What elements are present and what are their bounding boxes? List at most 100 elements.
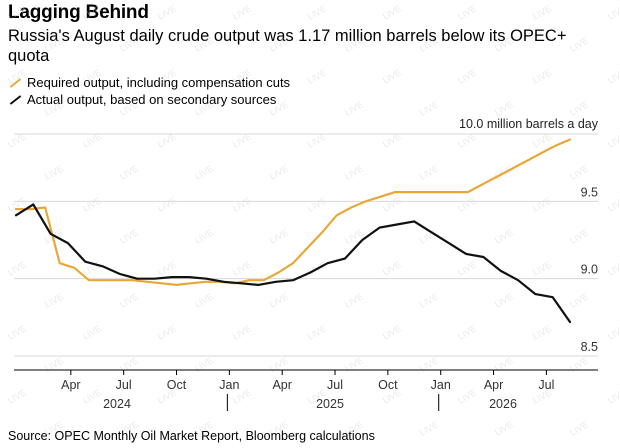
x-tick-label: Oct (378, 378, 398, 392)
watermark-text: LIVE (493, 355, 515, 373)
watermark-text: LIVE (268, 163, 290, 181)
watermark-text: LIVE (118, 227, 140, 245)
watermark-text: LIVE (568, 35, 590, 53)
x-tick-label: Jul (116, 378, 132, 392)
watermark-text: LIVE (568, 355, 590, 373)
watermark-text: LIVE (418, 291, 440, 309)
watermark-text: LIVE (306, 323, 328, 341)
x-tick-label: Jan (431, 378, 451, 392)
watermark-text: LIVE (231, 259, 253, 277)
x-tick-label: Oct (167, 378, 187, 392)
watermark-text: LIVE (568, 227, 590, 245)
watermark-text: LIVE (306, 3, 328, 21)
x-tick-label: Apr (272, 378, 291, 392)
watermark-text: LIVE (118, 35, 140, 53)
watermark-text: LIVE (531, 195, 553, 213)
watermark-text: LIVE (493, 291, 515, 309)
watermark-text: LIVE (268, 99, 290, 117)
watermark-text: LIVE (381, 3, 403, 21)
watermark-text: LIVE (81, 3, 103, 21)
x-tick-label: Apr (484, 378, 503, 392)
watermark-text: LIVE (268, 355, 290, 373)
legend: Required output, including compensation … (8, 74, 290, 108)
watermark-text: LIVE (343, 163, 365, 181)
watermark-text: LIVE (193, 35, 215, 53)
watermark-text: LIVE (606, 323, 620, 341)
watermark-text: LIVE (231, 3, 253, 21)
series-line-actual (14, 203, 572, 324)
watermark-text: LIVE (343, 99, 365, 117)
watermark-text: LIVE (43, 291, 65, 309)
watermark-text: LIVE (193, 99, 215, 117)
watermark-text: LIVE (381, 259, 403, 277)
watermark-text: LIVE (531, 323, 553, 341)
watermark-text: LIVE (306, 67, 328, 85)
watermark-text: LIVE (193, 227, 215, 245)
watermark-text: LIVE (456, 323, 478, 341)
watermark-text: LIVE (43, 35, 65, 53)
x-tick-label: Jul (327, 378, 343, 392)
watermark-text: LIVE (306, 195, 328, 213)
watermark-text: LIVE (418, 99, 440, 117)
watermark-text: LIVE (268, 291, 290, 309)
y-tick-label: 9.0 (581, 263, 598, 277)
watermark-text: LIVE (6, 259, 28, 277)
watermark-text: LIVE (456, 387, 478, 405)
watermark-text: LIVE (568, 291, 590, 309)
watermark-text: LIVE (418, 419, 440, 437)
watermark-text: LIVE (418, 35, 440, 53)
watermark-text: LIVE (156, 259, 178, 277)
watermark-text: LIVE (193, 291, 215, 309)
watermark-text: LIVE (531, 259, 553, 277)
x-year-label: 2024 (103, 397, 131, 411)
watermark-text: LIVE (81, 67, 103, 85)
x-year-label: 2026 (489, 397, 517, 411)
watermark-text: LIVE (343, 35, 365, 53)
watermark-text: LIVE (493, 419, 515, 437)
watermark-text: LIVE (43, 355, 65, 373)
x-tick-label: Jan (219, 378, 239, 392)
watermark-text: LIVE (343, 355, 365, 373)
watermark-text: LIVE (193, 163, 215, 181)
watermark-text: LIVE (6, 3, 28, 21)
watermark-text: LIVE (568, 163, 590, 181)
unit-label: 10.0 million barrels a day (459, 117, 599, 131)
watermark-text: LIVE (43, 99, 65, 117)
watermark-text: LIVE (606, 387, 620, 405)
watermark-text: LIVE (81, 323, 103, 341)
source-note: Source: OPEC Monthly Oil Market Report, … (8, 429, 375, 443)
watermark-text: LIVE (268, 227, 290, 245)
watermark-text: LIVE (156, 323, 178, 341)
legend-item-actual: Actual output, based on secondary source… (8, 91, 290, 108)
y-tick-label: 8.5 (581, 340, 598, 354)
watermark-text: LIVE (568, 419, 590, 437)
watermark-text: LIVE (493, 99, 515, 117)
watermark-text: LIVE (456, 67, 478, 85)
watermark-text: LIVE (606, 195, 620, 213)
watermark-text: LIVE (343, 227, 365, 245)
watermark-text: LIVE (231, 67, 253, 85)
watermark-text: LIVE (81, 195, 103, 213)
watermark-text: LIVE (418, 163, 440, 181)
watermark-text: LIVE (231, 195, 253, 213)
watermark-text: LIVE (193, 355, 215, 373)
x-tick-label: Apr (61, 378, 80, 392)
watermark-text: LIVE (381, 67, 403, 85)
watermark-text: LIVE (343, 291, 365, 309)
y-tick-label: 9.5 (581, 185, 598, 199)
watermark-text: LIVE (156, 3, 178, 21)
chart-title: Lagging Behind (8, 2, 149, 23)
watermark-text: LIVE (493, 35, 515, 53)
watermark-text: LIVE (606, 67, 620, 85)
watermark-text: LIVE (81, 387, 103, 405)
legend-item-required: Required output, including compensation … (8, 74, 290, 91)
watermark-text: LIVE (456, 3, 478, 21)
watermark-text: LIVE (43, 163, 65, 181)
legend-label-actual: Actual output, based on secondary source… (27, 92, 277, 107)
watermark-text: LIVE (156, 67, 178, 85)
chart-subtitle: Russia's August daily crude output was 1… (8, 27, 567, 65)
series-line-required (14, 138, 572, 286)
watermark-text: LIVE (6, 387, 28, 405)
watermark-text: LIVE (606, 259, 620, 277)
